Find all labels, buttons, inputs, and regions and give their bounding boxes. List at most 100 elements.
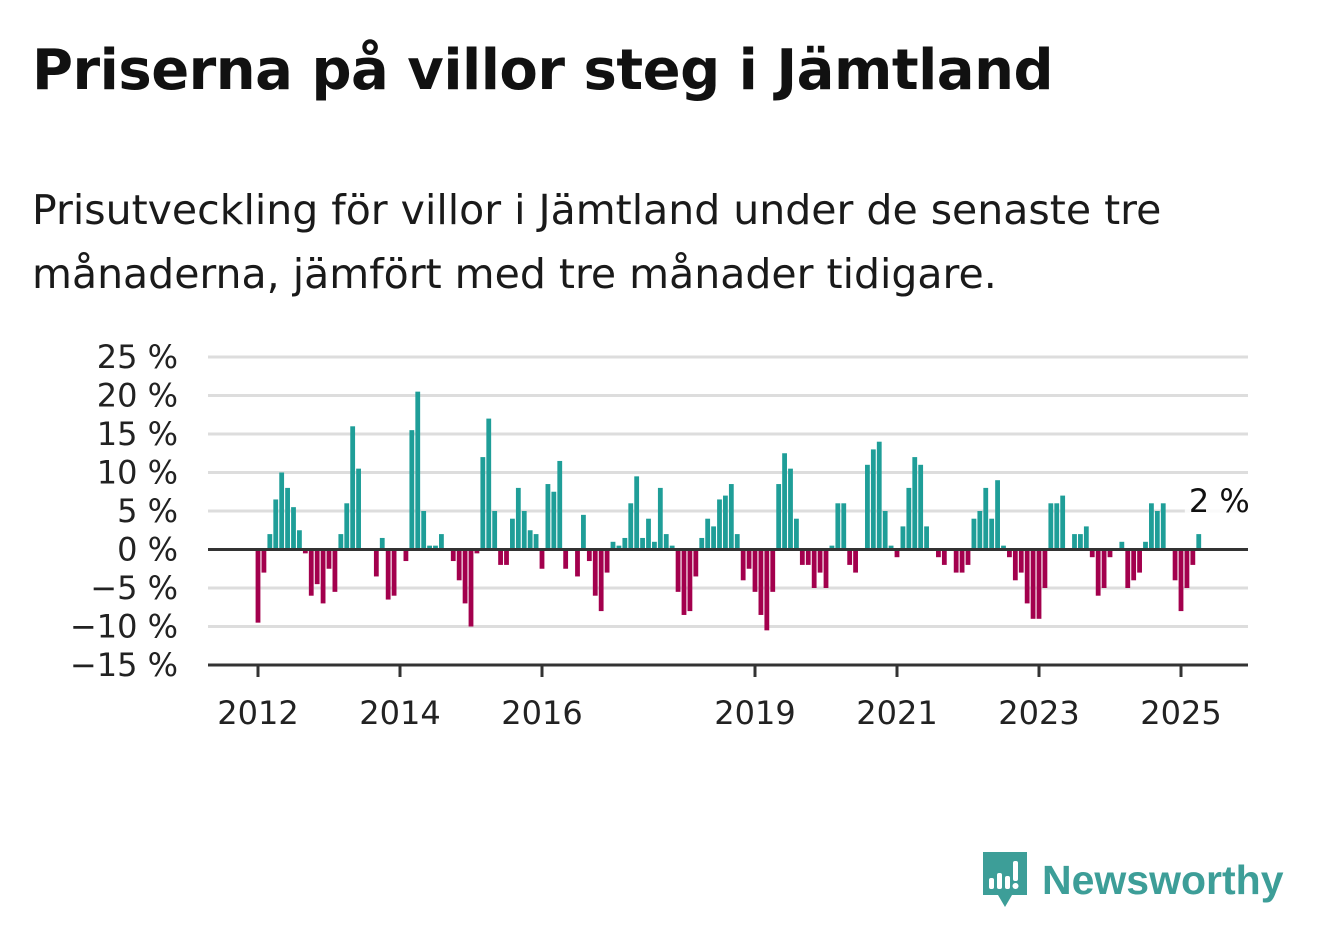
bar <box>545 484 551 550</box>
bar <box>255 549 261 623</box>
brand-logo: Newsworthy <box>980 848 1284 912</box>
bar <box>829 545 835 550</box>
bar <box>900 526 906 550</box>
bar <box>575 549 580 577</box>
bar <box>1131 549 1137 581</box>
bar <box>995 480 1000 550</box>
bar <box>332 549 338 592</box>
bar <box>758 549 764 615</box>
bar <box>723 495 728 550</box>
bar <box>586 549 592 562</box>
bar <box>1030 549 1036 619</box>
bar <box>764 549 770 631</box>
bar <box>652 541 657 550</box>
y-tick-label: 5 % <box>117 492 178 530</box>
chart-subtitle: Prisutveckling för villor i Jämtland und… <box>32 186 1162 298</box>
bar <box>510 518 515 550</box>
bar <box>811 549 817 588</box>
bar <box>616 545 622 550</box>
bar <box>983 487 989 550</box>
bar <box>433 545 438 550</box>
bar <box>989 518 995 550</box>
bar <box>474 549 480 554</box>
bar <box>1143 541 1148 550</box>
bar <box>533 534 539 550</box>
bar <box>373 549 379 577</box>
y-axis-labels: 25 %20 %15 %10 %5 %0 %−5 %−10 %−15 % <box>70 338 178 684</box>
bar <box>876 441 882 550</box>
bar <box>581 514 586 550</box>
bar <box>924 526 929 550</box>
bar <box>320 549 326 604</box>
bar <box>314 549 320 585</box>
bar <box>853 549 858 573</box>
bar <box>657 487 663 550</box>
bar <box>527 530 533 550</box>
y-tick-label: 0 % <box>117 531 178 569</box>
bar <box>823 549 829 588</box>
x-tick-label: 2014 <box>359 694 440 732</box>
bar <box>1154 511 1160 550</box>
y-tick-label: −10 % <box>70 608 178 646</box>
bar <box>521 511 527 550</box>
bar <box>498 549 503 565</box>
bar <box>835 503 841 550</box>
bar <box>622 537 628 550</box>
bar <box>456 549 462 581</box>
bar <box>941 549 947 565</box>
bar <box>1119 541 1125 550</box>
bar <box>1196 534 1202 550</box>
bar <box>1012 549 1018 581</box>
bar <box>1160 503 1166 550</box>
bars <box>255 391 1202 631</box>
bar <box>1078 534 1083 550</box>
bar <box>788 468 793 550</box>
bar <box>261 549 267 573</box>
bar <box>1089 549 1095 558</box>
bar <box>356 468 361 550</box>
bar <box>439 534 444 550</box>
annotation-background <box>1184 482 1257 520</box>
bar <box>468 549 474 627</box>
bar <box>1095 549 1101 596</box>
bar <box>977 511 983 550</box>
y-tick-label: −5 % <box>90 569 178 607</box>
bar <box>604 549 610 573</box>
bar <box>746 549 752 569</box>
bar <box>634 476 640 550</box>
bar <box>551 491 557 550</box>
bar <box>782 453 787 550</box>
bar <box>1190 549 1196 565</box>
bar <box>338 534 344 550</box>
bar <box>865 464 870 550</box>
bar <box>592 549 598 596</box>
bar <box>693 549 699 577</box>
bar <box>1072 534 1077 550</box>
bar <box>1001 545 1006 550</box>
bar <box>539 549 545 569</box>
bar <box>717 499 722 550</box>
bar <box>669 545 675 550</box>
bar <box>740 549 746 581</box>
bar <box>770 549 776 592</box>
bar <box>912 457 918 550</box>
bar <box>598 549 604 612</box>
axes <box>208 548 1248 667</box>
bar <box>776 484 782 550</box>
annotation: 2 % <box>1184 482 1257 520</box>
bar <box>403 549 409 562</box>
bar <box>1036 549 1042 619</box>
bar <box>462 549 468 604</box>
bar <box>415 391 421 550</box>
bar <box>918 464 924 550</box>
bar <box>711 526 716 550</box>
bar <box>610 541 616 550</box>
bar <box>379 537 385 550</box>
bar <box>1178 549 1184 612</box>
bar <box>486 418 492 550</box>
bar <box>817 549 823 573</box>
bar <box>1172 549 1178 581</box>
bar <box>794 518 799 550</box>
bar <box>421 511 427 550</box>
